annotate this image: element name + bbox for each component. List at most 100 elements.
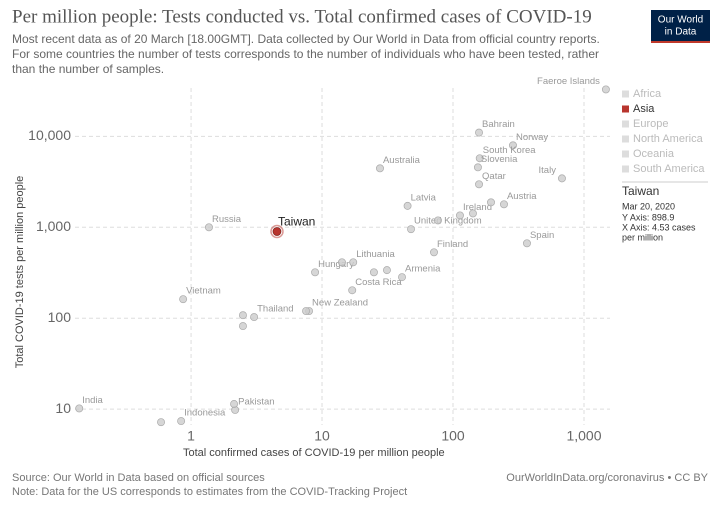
legend-item[interactable]: Europe [622, 118, 668, 130]
point [398, 273, 406, 282]
point-label: Austria [507, 191, 537, 202]
point-label: Norway [516, 132, 548, 143]
point-label: Indonesia [184, 408, 226, 419]
point-label: Finland [437, 239, 468, 250]
point-label: Hungary [318, 259, 354, 270]
point-label: Costa Rica [355, 277, 402, 288]
point [523, 239, 531, 248]
legend-swatch [622, 165, 629, 173]
point [407, 225, 415, 234]
legend-item[interactable]: North America [622, 133, 704, 145]
point-label: Faeroe Islands [537, 76, 600, 87]
point-label: Lithuania [356, 249, 395, 260]
x-tick-label: 100 [441, 428, 465, 444]
tooltip-date: Mar 20, 2020 [622, 201, 675, 211]
logo[interactable] [651, 10, 710, 43]
point-label: India [82, 395, 103, 406]
source: Source: Our World in Data based on offic… [12, 472, 265, 484]
x-tick-label: 10 [314, 428, 330, 444]
point [601, 85, 610, 94]
point [238, 311, 247, 320]
point [75, 404, 84, 413]
tooltip-x: per million [622, 232, 663, 242]
point [475, 180, 483, 189]
point-label: Pakistan [238, 396, 274, 407]
chart-title: Per million people: Tests conducted vs. … [12, 6, 592, 27]
point-label: Russia [212, 214, 242, 225]
point-label: Bahrain [482, 119, 515, 130]
x-tick-label: 1,000 [566, 428, 601, 444]
legend-swatch [622, 90, 629, 98]
point [349, 258, 358, 267]
point-label: Ireland [463, 202, 492, 213]
legend-item[interactable]: South America [622, 163, 705, 175]
tooltip-x: X Axis: 4.53 cases [622, 222, 696, 232]
point [403, 201, 412, 210]
point [238, 322, 247, 331]
legend-label: North America [633, 133, 704, 145]
x-axis-title: Total confirmed cases of COVID-19 per mi… [183, 447, 445, 459]
y-tick-label: 10,000 [28, 127, 71, 143]
point-label: United Kingdom [414, 216, 482, 227]
point-label: Italy [539, 165, 557, 176]
point [230, 400, 239, 408]
point-label: Spain [530, 230, 554, 241]
point-label: Qatar [482, 171, 506, 182]
point [250, 313, 259, 322]
point [369, 268, 378, 277]
legend-swatch [622, 120, 629, 128]
point [157, 418, 165, 427]
tooltip-title: Taiwan [622, 184, 659, 198]
point [558, 174, 566, 183]
point [500, 200, 508, 209]
legend-swatch [622, 135, 629, 143]
point [475, 154, 484, 163]
point [177, 417, 186, 426]
legend-item[interactable]: Africa [622, 88, 662, 100]
point [272, 227, 282, 236]
subtitle: For some countries the number of tests c… [12, 47, 599, 61]
point [205, 223, 213, 232]
logo-text: in Data [665, 27, 697, 38]
point-label: South Korea [483, 145, 537, 156]
legend-label: Oceania [633, 148, 675, 160]
point [430, 248, 438, 257]
legend-swatch [622, 105, 629, 113]
logo-text: Our World [658, 15, 703, 26]
legend-label: Asia [633, 103, 655, 115]
legend-label: South America [633, 163, 705, 175]
point-label: Latvia [411, 192, 437, 203]
point [338, 258, 346, 267]
subtitle: than the number of samples. [12, 62, 164, 76]
point-label: Slovenia [481, 154, 518, 165]
point-label: Thailand [257, 304, 293, 315]
legend-swatch [622, 150, 629, 158]
point-label: Armenia [405, 264, 441, 275]
legend-label: Europe [633, 118, 668, 130]
point-label: Vietnam [186, 286, 221, 297]
y-tick-label: 100 [48, 309, 72, 325]
y-tick-label: 1,000 [36, 218, 71, 234]
y-axis-title: Total COVID-19 tests per million people [14, 176, 26, 369]
point [179, 295, 188, 304]
point [469, 209, 477, 218]
legend-item[interactable]: Oceania [622, 148, 675, 160]
note: Note: Data for the US corresponds to est… [12, 486, 407, 498]
point-label: New Zealand [312, 298, 368, 309]
credit[interactable]: OurWorldInData.org/coronavirus • CC BY [506, 472, 708, 484]
point [475, 128, 483, 137]
x-tick-label: 1 [187, 428, 195, 444]
subtitle: Most recent data as of 20 March [18.00GM… [12, 32, 600, 46]
point-label: Taiwan [278, 215, 315, 229]
point [348, 286, 357, 295]
logo-underline [651, 41, 710, 43]
point [473, 163, 482, 172]
point [509, 141, 517, 150]
point [487, 198, 495, 207]
point [434, 216, 442, 225]
point [456, 211, 464, 220]
highlight-ring [270, 224, 284, 239]
legend-item[interactable]: Asia [622, 103, 655, 115]
